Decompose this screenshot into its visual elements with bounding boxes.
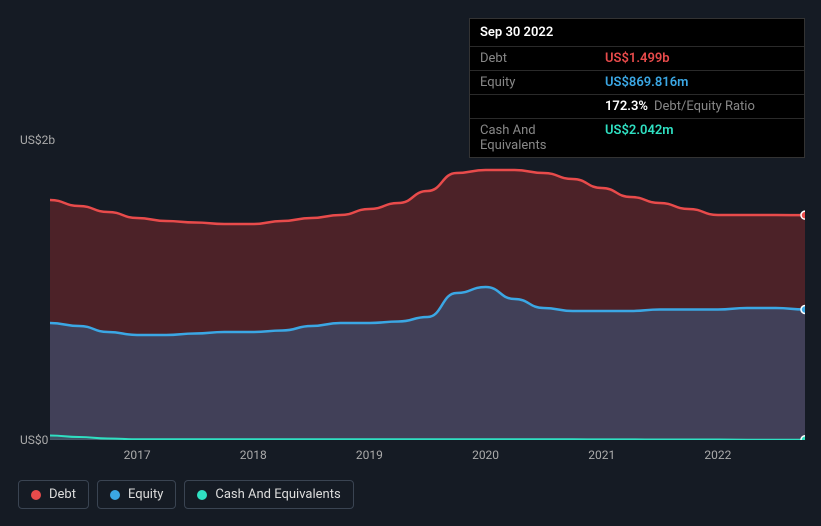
end-dot-debt	[801, 211, 805, 219]
x-axis-label: 2020	[472, 448, 499, 462]
debt-swatch-icon	[31, 490, 41, 500]
tooltip-row: EquityUS$869.816m	[470, 71, 804, 95]
tooltip-value: US$1.499b	[605, 51, 670, 66]
x-axis: 2017 2018 2019 2020 2021 2022	[50, 448, 805, 466]
x-axis-label: 2018	[240, 448, 267, 462]
end-dot-equity	[801, 306, 805, 314]
legend-label: Debt	[49, 487, 76, 502]
x-axis-label: 2019	[356, 448, 383, 462]
equity-swatch-icon	[110, 490, 120, 500]
legend-item-equity[interactable]: Equity	[97, 480, 176, 509]
legend-label: Cash And Equivalents	[215, 487, 340, 502]
x-axis-label: 2021	[588, 448, 615, 462]
tooltip-row: 172.3%Debt/Equity Ratio	[470, 95, 804, 119]
chart-tooltip: Sep 30 2022 DebtUS$1.499bEquityUS$869.81…	[469, 18, 805, 158]
cash-swatch-icon	[197, 490, 207, 500]
tooltip-row: DebtUS$1.499b	[470, 47, 804, 71]
tooltip-label: Equity	[480, 75, 605, 90]
x-axis-label: 2017	[124, 448, 151, 462]
tooltip-value: 172.3%Debt/Equity Ratio	[605, 99, 755, 114]
legend-item-debt[interactable]: Debt	[18, 480, 89, 509]
debt-equity-chart[interactable]	[50, 140, 805, 440]
tooltip-label	[480, 99, 605, 114]
y-axis-label: US$0	[20, 433, 48, 447]
legend-item-cash[interactable]: Cash And Equivalents	[184, 480, 353, 509]
x-axis-label: 2022	[704, 448, 731, 462]
legend-label: Equity	[128, 487, 163, 502]
legend: Debt Equity Cash And Equivalents	[18, 480, 354, 509]
tooltip-date: Sep 30 2022	[470, 19, 804, 47]
tooltip-label: Debt	[480, 51, 605, 66]
tooltip-extra: Debt/Equity Ratio	[654, 99, 755, 114]
tooltip-value: US$869.816m	[605, 75, 688, 90]
